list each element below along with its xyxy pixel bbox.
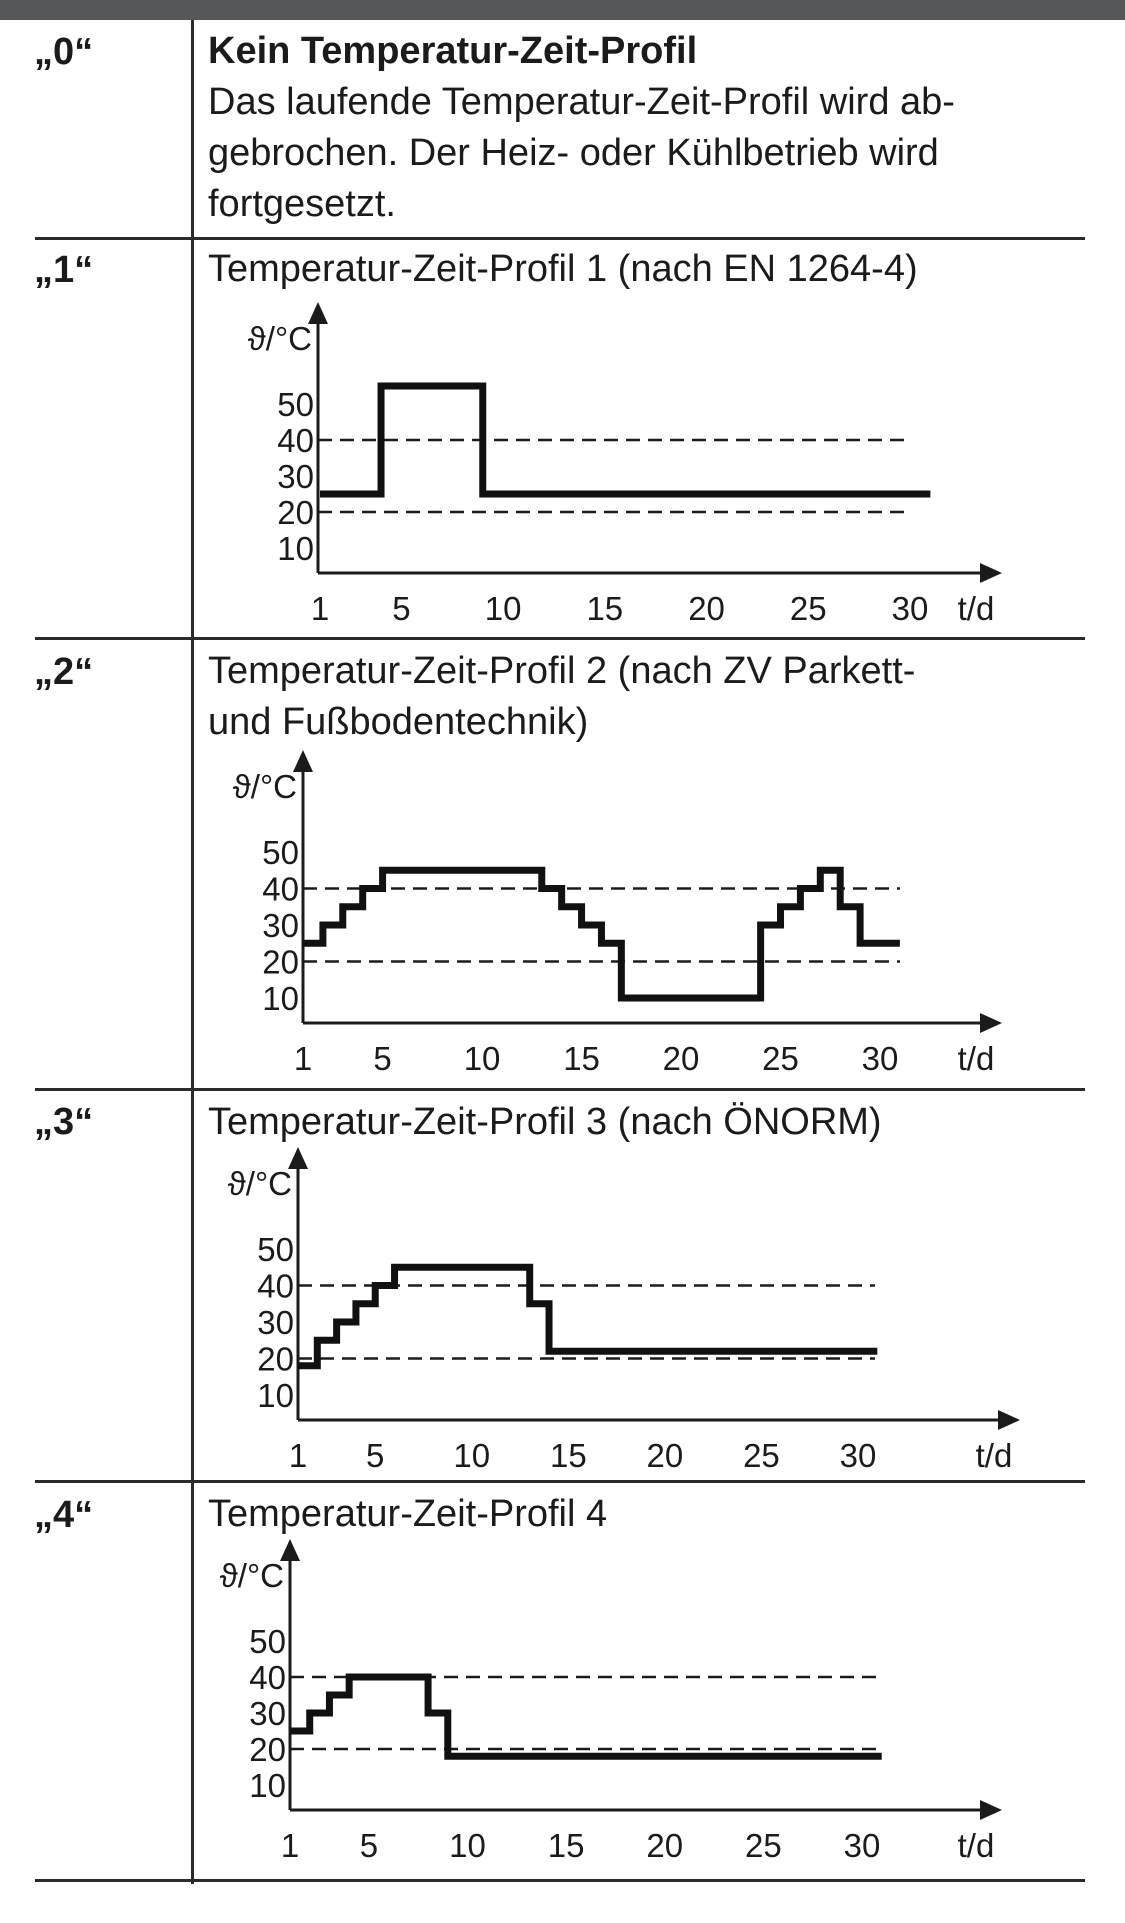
x-tick-label: 1 (311, 590, 329, 627)
y-tick-label: 30 (277, 458, 314, 495)
x-tick-label: 15 (548, 1827, 585, 1864)
y-axis-label: ϑ/°C (228, 1165, 292, 1202)
title-line: Temperatur-Zeit-Profil 3 (nach ÖNORM) (208, 1101, 882, 1143)
x-axis-arrow (998, 1410, 1020, 1430)
title-line: Temperatur-Zeit-Profil 1 (nach EN 1264-4… (208, 248, 918, 290)
row-title-1: Temperatur-Zeit-Profil 1 (nach EN 1264-4… (208, 244, 918, 295)
y-axis-arrow (308, 302, 328, 324)
y-tick-label: 20 (257, 1341, 294, 1378)
x-tick-label: 20 (688, 590, 725, 627)
row-divider (35, 1088, 1085, 1091)
x-tick-label: 10 (485, 590, 522, 627)
x-axis-label: t/d (958, 590, 995, 627)
row-title-0: Kein Temperatur-Zeit-Profil (208, 30, 698, 72)
x-tick-label: 30 (892, 590, 929, 627)
x-tick-label: 1 (289, 1437, 307, 1474)
y-tick-label: 20 (277, 494, 314, 531)
y-axis-label: ϑ/°C (233, 768, 297, 805)
y-axis-label: ϑ/°C (248, 320, 312, 357)
row-code-1: „1“ (34, 249, 94, 291)
x-tick-label: 20 (646, 1827, 683, 1864)
x-tick-label: 5 (373, 1040, 391, 1077)
row-code-0: „0“ (34, 31, 94, 73)
title-line: Temperatur-Zeit-Profil 2 (nach ZV Parket… (208, 650, 916, 692)
y-tick-label: 20 (249, 1731, 286, 1768)
temperature-profile-line (320, 382, 931, 498)
x-axis-label: t/d (958, 1827, 995, 1864)
temperature-profile-line (298, 1263, 878, 1370)
y-axis-label: ϑ/°C (220, 1557, 284, 1594)
row-code-3: „3“ (34, 1101, 94, 1143)
y-tick-label: 50 (249, 1623, 286, 1660)
row-title-2: Temperatur-Zeit-Profil 2 (nach ZV Parket… (208, 646, 915, 748)
x-tick-label: 5 (366, 1437, 384, 1474)
x-tick-label: 25 (745, 1827, 782, 1864)
x-tick-label: 20 (663, 1040, 700, 1077)
x-tick-label: 20 (647, 1437, 684, 1474)
y-tick-label: 10 (277, 530, 314, 567)
x-tick-label: 10 (449, 1827, 486, 1864)
x-tick-label: 5 (392, 590, 410, 627)
x-tick-label: 5 (360, 1827, 378, 1864)
title-line: Temperatur-Zeit-Profil 4 (208, 1493, 608, 1535)
desc-line: Das laufende Temperatur-Zeit-Profil wird… (208, 81, 955, 123)
column-divider (191, 20, 194, 1884)
y-tick-label: 30 (262, 907, 299, 944)
top-bar (0, 0, 1125, 20)
row-code-2: „2“ (34, 651, 94, 693)
x-tick-label: 10 (453, 1437, 490, 1474)
x-axis-label: t/d (976, 1437, 1013, 1474)
x-tick-label: 30 (844, 1827, 881, 1864)
temperature-profile-line (303, 866, 900, 1002)
row-divider (35, 637, 1085, 640)
y-tick-label: 50 (277, 386, 314, 423)
y-tick-label: 50 (257, 1231, 294, 1268)
x-axis-arrow (980, 563, 1002, 583)
row-code-4: „4“ (34, 1494, 94, 1536)
y-tick-label: 10 (257, 1377, 294, 1414)
row-divider (35, 1879, 1085, 1882)
x-tick-label: 30 (862, 1040, 899, 1077)
y-tick-label: 10 (262, 980, 299, 1017)
x-tick-label: 1 (281, 1827, 299, 1864)
title-line: und Fußbodentechnik) (208, 701, 589, 743)
desc-line: gebrochen. Der Heiz- oder Kühlbetrieb wi… (208, 132, 939, 174)
y-tick-label: 20 (262, 944, 299, 981)
x-tick-label: 25 (743, 1437, 780, 1474)
y-axis-arrow (288, 1147, 308, 1169)
x-tick-label: 30 (840, 1437, 877, 1474)
x-tick-label: 15 (586, 590, 623, 627)
x-axis-label: t/d (958, 1040, 995, 1077)
y-tick-label: 30 (249, 1695, 286, 1732)
y-tick-label: 40 (249, 1659, 286, 1696)
row-title-3: Temperatur-Zeit-Profil 3 (nach ÖNORM) (208, 1097, 882, 1148)
y-tick-label: 40 (257, 1268, 294, 1305)
x-axis-arrow (980, 1800, 1002, 1820)
y-tick-label: 40 (277, 422, 314, 459)
row-divider (35, 237, 1085, 240)
x-tick-label: 15 (550, 1437, 587, 1474)
x-tick-label: 25 (762, 1040, 799, 1077)
row-desc-0: Das laufende Temperatur-Zeit-Profil wird… (208, 77, 1068, 230)
x-tick-label: 25 (790, 590, 827, 627)
x-tick-label: 1 (294, 1040, 312, 1077)
x-tick-label: 10 (464, 1040, 501, 1077)
temperature-profile-line (290, 1673, 882, 1760)
y-axis-arrow (293, 750, 313, 772)
y-axis-arrow (280, 1539, 300, 1561)
row-title-4: Temperatur-Zeit-Profil 4 (208, 1489, 607, 1540)
x-tick-label: 15 (563, 1040, 600, 1077)
x-axis-arrow (980, 1013, 1002, 1033)
y-tick-label: 50 (262, 834, 299, 871)
desc-line: fortgesetzt. (208, 183, 396, 225)
y-tick-label: 30 (257, 1304, 294, 1341)
y-tick-label: 40 (262, 871, 299, 908)
y-tick-label: 10 (249, 1767, 286, 1804)
row-divider (35, 1480, 1085, 1483)
